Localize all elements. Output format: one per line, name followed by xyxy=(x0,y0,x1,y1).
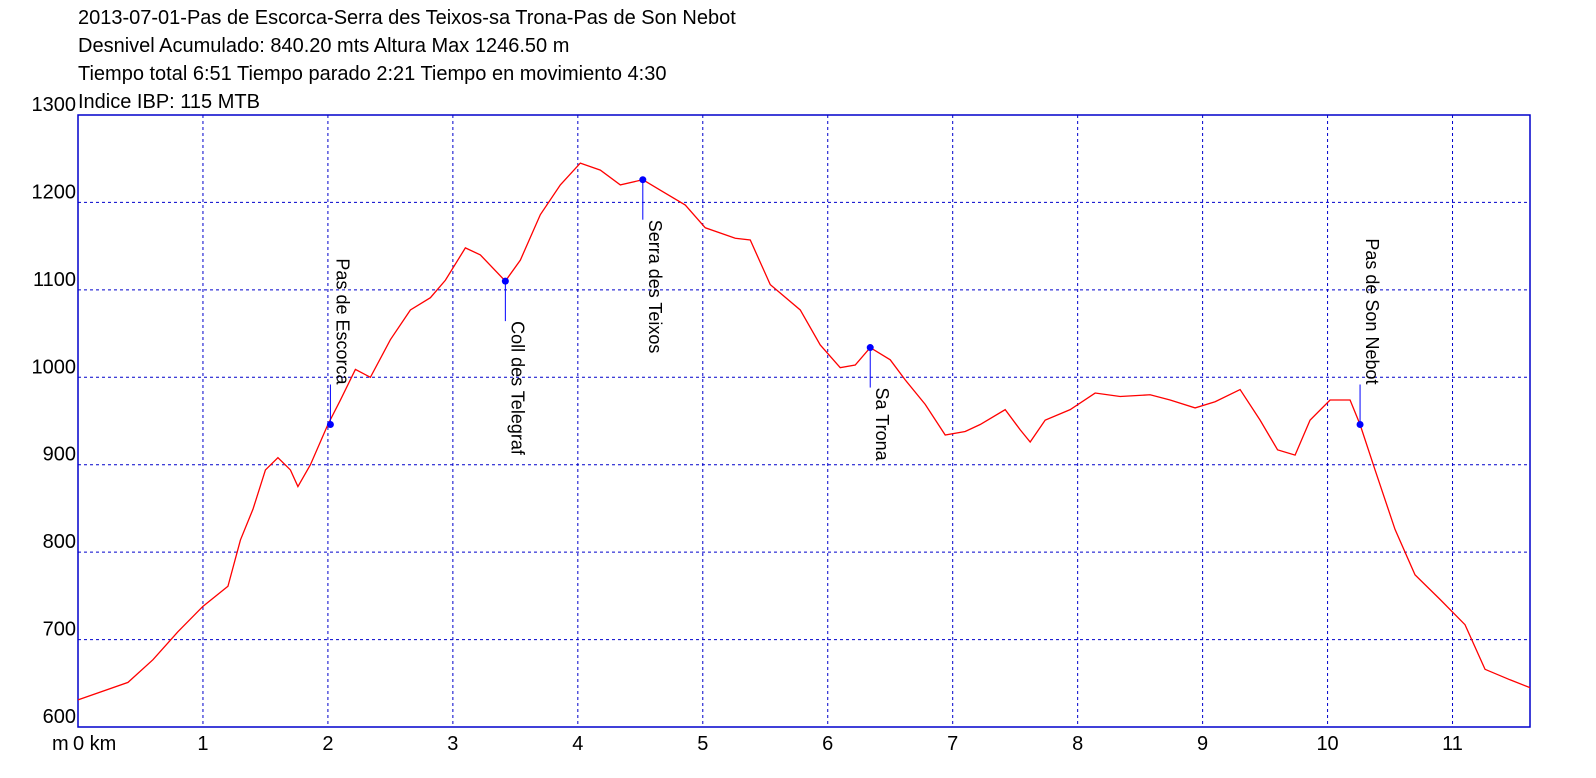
x-tick-label: 4 xyxy=(572,733,583,755)
x-tick-label: 10 xyxy=(1316,733,1338,755)
x-tick-label: 2 xyxy=(322,733,333,755)
x-tick-label: 9 xyxy=(1197,733,1208,755)
x-tick-label: 11 xyxy=(1442,733,1463,755)
waypoint xyxy=(866,344,874,352)
waypoint-label: Serra des Teixos xyxy=(645,220,665,354)
x-tick-label: 1 xyxy=(197,733,208,755)
x-tick-label: 5 xyxy=(697,733,708,755)
waypoint xyxy=(501,277,509,285)
elevation-line xyxy=(77,162,1531,701)
subtitle: Desnivel Acumulado: 840.20 mts Altura Ma… xyxy=(78,35,569,57)
x-tick-label: 6 xyxy=(822,733,833,755)
y-tick-label: 900 xyxy=(43,444,76,466)
y-tick-label: 700 xyxy=(43,619,76,641)
y-tick-label: 1000 xyxy=(32,356,77,378)
plot-border xyxy=(77,114,1531,728)
y-tick-label: 1300 xyxy=(32,94,77,116)
chart-title: 2013-07-01-Pas de Escorca-Serra des Teix… xyxy=(78,7,736,29)
waypoint xyxy=(639,176,647,184)
waypoint-label: Pas de Son Nebot xyxy=(1362,238,1382,384)
subtitle: Tiempo total 6:51 Tiempo parado 2:21 Tie… xyxy=(78,63,667,85)
x-tick-label: 8 xyxy=(1072,733,1083,755)
waypoint xyxy=(1356,420,1364,428)
subtitle: Indice IBP: 115 MTB xyxy=(78,91,260,113)
y-tick-label: 1100 xyxy=(33,269,76,291)
x-tick-label: 0 km xyxy=(73,733,116,755)
x-tick-label: 7 xyxy=(947,733,958,755)
x-tick-label: 3 xyxy=(447,733,458,755)
y-tick-label: 800 xyxy=(43,531,76,553)
waypoint-label: Coll des Telegraf xyxy=(507,321,527,456)
waypoint-label: Sa Trona xyxy=(872,388,892,462)
y-axis-unit: m xyxy=(52,733,69,755)
waypoint-label: Pas de Escorca xyxy=(332,258,352,385)
y-tick-label: 600 xyxy=(43,706,76,728)
y-tick-label: 1200 xyxy=(32,181,77,203)
waypoint xyxy=(326,420,334,428)
